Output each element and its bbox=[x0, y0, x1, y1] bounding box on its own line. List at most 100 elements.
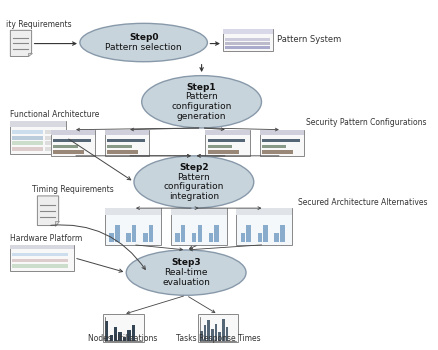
Ellipse shape bbox=[80, 23, 207, 62]
FancyBboxPatch shape bbox=[205, 130, 249, 156]
FancyBboxPatch shape bbox=[53, 145, 78, 148]
FancyBboxPatch shape bbox=[123, 337, 126, 341]
FancyBboxPatch shape bbox=[205, 130, 249, 135]
FancyBboxPatch shape bbox=[259, 130, 303, 156]
FancyBboxPatch shape bbox=[263, 225, 267, 242]
FancyBboxPatch shape bbox=[223, 29, 272, 34]
FancyBboxPatch shape bbox=[51, 130, 95, 156]
FancyBboxPatch shape bbox=[207, 150, 238, 154]
Polygon shape bbox=[37, 196, 59, 225]
Text: generation: generation bbox=[177, 112, 226, 121]
Text: configuration: configuration bbox=[163, 182, 223, 191]
Ellipse shape bbox=[141, 76, 261, 128]
FancyBboxPatch shape bbox=[200, 331, 202, 341]
FancyBboxPatch shape bbox=[107, 150, 138, 154]
FancyBboxPatch shape bbox=[105, 130, 149, 156]
Text: Tasks Response Times: Tasks Response Times bbox=[175, 334, 260, 343]
FancyBboxPatch shape bbox=[118, 332, 121, 341]
Ellipse shape bbox=[126, 250, 245, 295]
Text: Pattern: Pattern bbox=[177, 173, 210, 182]
Text: Step1: Step1 bbox=[186, 83, 216, 92]
Text: Pattern System: Pattern System bbox=[276, 35, 340, 44]
FancyBboxPatch shape bbox=[114, 328, 117, 341]
Text: Hardware Platform: Hardware Platform bbox=[11, 234, 82, 243]
FancyBboxPatch shape bbox=[259, 130, 303, 135]
FancyBboxPatch shape bbox=[208, 233, 213, 242]
FancyBboxPatch shape bbox=[223, 29, 272, 51]
FancyBboxPatch shape bbox=[12, 135, 43, 140]
FancyBboxPatch shape bbox=[11, 245, 74, 250]
FancyBboxPatch shape bbox=[203, 325, 206, 341]
Text: configuration: configuration bbox=[171, 102, 231, 111]
FancyBboxPatch shape bbox=[107, 139, 145, 142]
FancyBboxPatch shape bbox=[12, 141, 43, 146]
FancyBboxPatch shape bbox=[225, 46, 269, 49]
FancyBboxPatch shape bbox=[191, 233, 196, 242]
FancyBboxPatch shape bbox=[12, 130, 43, 134]
FancyBboxPatch shape bbox=[11, 121, 66, 127]
FancyBboxPatch shape bbox=[12, 253, 68, 257]
FancyBboxPatch shape bbox=[11, 121, 66, 154]
FancyBboxPatch shape bbox=[148, 225, 153, 242]
FancyBboxPatch shape bbox=[221, 319, 224, 341]
FancyBboxPatch shape bbox=[246, 225, 251, 242]
FancyBboxPatch shape bbox=[126, 233, 131, 242]
FancyBboxPatch shape bbox=[45, 135, 63, 140]
FancyBboxPatch shape bbox=[131, 325, 135, 341]
FancyBboxPatch shape bbox=[105, 130, 149, 135]
Text: Pattern selection: Pattern selection bbox=[105, 43, 181, 52]
FancyBboxPatch shape bbox=[105, 321, 108, 341]
FancyBboxPatch shape bbox=[261, 139, 299, 142]
FancyBboxPatch shape bbox=[218, 332, 220, 341]
FancyBboxPatch shape bbox=[207, 139, 245, 142]
Text: Timing Requirements: Timing Requirements bbox=[32, 185, 113, 194]
FancyBboxPatch shape bbox=[214, 324, 217, 341]
FancyBboxPatch shape bbox=[197, 225, 201, 242]
FancyBboxPatch shape bbox=[12, 147, 43, 152]
FancyBboxPatch shape bbox=[240, 233, 245, 242]
Text: Nodes Utilizations: Nodes Utilizations bbox=[88, 334, 158, 343]
Text: Pattern: Pattern bbox=[185, 92, 218, 102]
FancyBboxPatch shape bbox=[143, 233, 147, 242]
Text: evaluation: evaluation bbox=[162, 278, 210, 287]
FancyBboxPatch shape bbox=[279, 225, 284, 242]
FancyBboxPatch shape bbox=[225, 38, 269, 41]
FancyBboxPatch shape bbox=[131, 225, 136, 242]
FancyBboxPatch shape bbox=[12, 259, 68, 262]
FancyBboxPatch shape bbox=[170, 208, 226, 215]
FancyBboxPatch shape bbox=[51, 130, 95, 135]
FancyBboxPatch shape bbox=[170, 208, 226, 245]
FancyBboxPatch shape bbox=[175, 233, 179, 242]
FancyBboxPatch shape bbox=[45, 147, 63, 152]
Text: Real-time: Real-time bbox=[164, 268, 208, 277]
FancyBboxPatch shape bbox=[197, 314, 238, 342]
Polygon shape bbox=[11, 30, 32, 56]
FancyBboxPatch shape bbox=[109, 233, 114, 242]
FancyBboxPatch shape bbox=[236, 208, 292, 245]
FancyBboxPatch shape bbox=[12, 264, 68, 268]
FancyBboxPatch shape bbox=[214, 225, 219, 242]
Text: ity Requirements: ity Requirements bbox=[7, 20, 72, 29]
FancyBboxPatch shape bbox=[207, 145, 232, 148]
Polygon shape bbox=[55, 221, 59, 225]
FancyBboxPatch shape bbox=[103, 314, 143, 342]
FancyBboxPatch shape bbox=[180, 225, 185, 242]
FancyBboxPatch shape bbox=[45, 141, 63, 146]
FancyBboxPatch shape bbox=[127, 330, 131, 341]
FancyBboxPatch shape bbox=[274, 233, 278, 242]
FancyBboxPatch shape bbox=[53, 150, 84, 154]
FancyBboxPatch shape bbox=[53, 139, 91, 142]
FancyBboxPatch shape bbox=[110, 335, 113, 341]
Ellipse shape bbox=[134, 156, 253, 208]
Text: Secured Architecture Alternatives: Secured Architecture Alternatives bbox=[297, 198, 427, 207]
FancyBboxPatch shape bbox=[45, 130, 63, 134]
FancyBboxPatch shape bbox=[261, 145, 286, 148]
FancyBboxPatch shape bbox=[105, 208, 161, 245]
FancyBboxPatch shape bbox=[211, 329, 213, 341]
FancyBboxPatch shape bbox=[257, 233, 261, 242]
FancyBboxPatch shape bbox=[261, 150, 292, 154]
Text: Step0: Step0 bbox=[129, 33, 158, 42]
Polygon shape bbox=[28, 52, 32, 56]
FancyBboxPatch shape bbox=[225, 42, 269, 45]
Text: Step2: Step2 bbox=[179, 163, 208, 172]
